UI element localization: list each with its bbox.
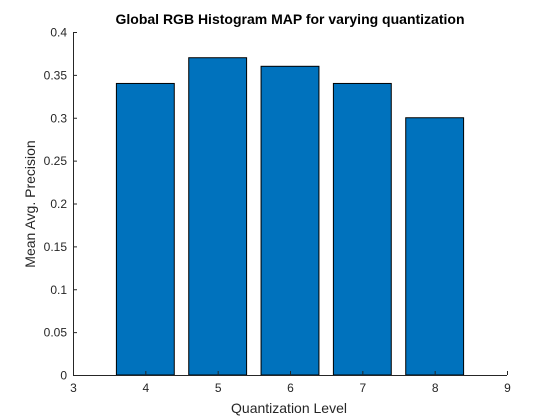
bar-4 xyxy=(116,83,174,375)
y-tick-label-0.2: 0.2 xyxy=(50,197,67,211)
x-tick-label-5: 5 xyxy=(215,381,222,395)
y-tick-label-0.3: 0.3 xyxy=(50,111,67,125)
chart-title: Global RGB Histogram MAP for varying qua… xyxy=(116,11,465,27)
y-tick-label-0.25: 0.25 xyxy=(44,154,68,168)
y-axis-label: Mean Avg. Precision xyxy=(22,140,38,267)
y-tick-label-0.15: 0.15 xyxy=(44,240,68,254)
y-tick-label-0.35: 0.35 xyxy=(44,68,68,82)
x-tick-label-9: 9 xyxy=(504,381,511,395)
x-axis-label: Quantization Level xyxy=(231,400,347,416)
x-tick-label-4: 4 xyxy=(142,381,149,395)
bar-7 xyxy=(333,83,391,375)
x-tick-label-8: 8 xyxy=(432,381,439,395)
y-tick-label-0.4: 0.4 xyxy=(50,26,67,40)
bars-group xyxy=(116,58,463,375)
x-tick-label-6: 6 xyxy=(287,381,294,395)
y-tick-label-0.05: 0.05 xyxy=(44,326,68,340)
y-tick-label-0: 0 xyxy=(60,369,67,383)
bar-6 xyxy=(261,66,319,375)
x-tick-label-3: 3 xyxy=(70,381,77,395)
x-tick-label-7: 7 xyxy=(359,381,366,395)
bar-8 xyxy=(406,118,464,375)
y-tick-label-0.1: 0.1 xyxy=(50,283,67,297)
bar-5 xyxy=(189,58,247,375)
